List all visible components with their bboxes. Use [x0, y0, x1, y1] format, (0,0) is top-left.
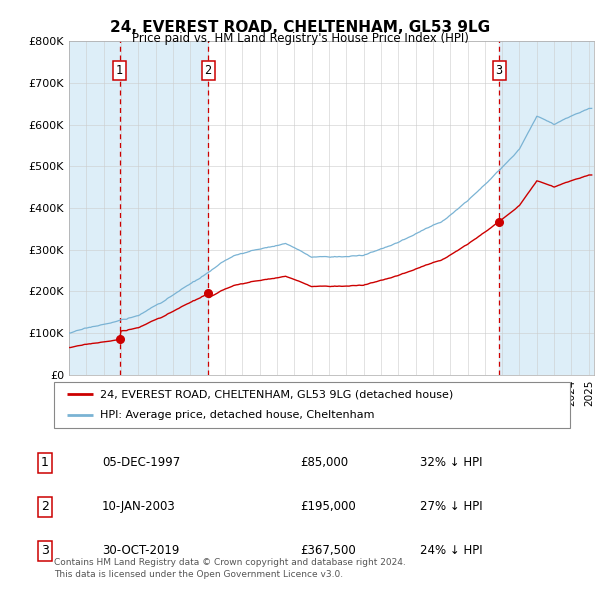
Text: 3: 3 [496, 64, 503, 77]
Text: HPI: Average price, detached house, Cheltenham: HPI: Average price, detached house, Chel… [100, 410, 375, 420]
Text: 30-OCT-2019: 30-OCT-2019 [102, 544, 179, 558]
Text: This data is licensed under the Open Government Licence v3.0.: This data is licensed under the Open Gov… [54, 570, 343, 579]
Text: £367,500: £367,500 [300, 544, 356, 558]
Text: 32% ↓ HPI: 32% ↓ HPI [420, 456, 482, 469]
Bar [119, 41, 208, 375]
Text: 24% ↓ HPI: 24% ↓ HPI [420, 544, 482, 558]
Text: 1: 1 [116, 64, 123, 77]
FancyBboxPatch shape [54, 382, 570, 428]
Bar [499, 41, 594, 375]
Text: £85,000: £85,000 [300, 456, 348, 469]
Text: 1: 1 [41, 456, 49, 469]
Text: 10-JAN-2003: 10-JAN-2003 [102, 500, 176, 513]
Bar [69, 41, 119, 375]
Text: 24, EVEREST ROAD, CHELTENHAM, GL53 9LG: 24, EVEREST ROAD, CHELTENHAM, GL53 9LG [110, 20, 490, 35]
Text: 27% ↓ HPI: 27% ↓ HPI [420, 500, 482, 513]
Text: £195,000: £195,000 [300, 500, 356, 513]
Text: Price paid vs. HM Land Registry's House Price Index (HPI): Price paid vs. HM Land Registry's House … [131, 32, 469, 45]
Text: 05-DEC-1997: 05-DEC-1997 [102, 456, 180, 469]
Text: 24, EVEREST ROAD, CHELTENHAM, GL53 9LG (detached house): 24, EVEREST ROAD, CHELTENHAM, GL53 9LG (… [100, 389, 454, 399]
Text: 2: 2 [41, 500, 49, 513]
Text: 2: 2 [205, 64, 212, 77]
Text: Contains HM Land Registry data © Crown copyright and database right 2024.: Contains HM Land Registry data © Crown c… [54, 558, 406, 567]
Text: 3: 3 [41, 544, 49, 558]
